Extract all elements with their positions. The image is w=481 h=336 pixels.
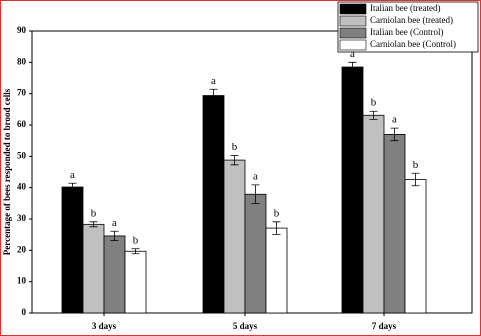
significance-letter: b xyxy=(371,97,377,109)
significance-letter: b xyxy=(91,207,97,219)
legend-swatch xyxy=(339,39,367,51)
legend-swatch xyxy=(339,3,367,15)
bar xyxy=(383,133,406,314)
significance-letter: a xyxy=(392,114,397,126)
x-tick-label: 5 days xyxy=(233,321,258,331)
error-bar xyxy=(390,127,399,142)
significance-letter: b xyxy=(133,234,139,246)
bar xyxy=(124,250,147,314)
error-bar xyxy=(272,221,281,235)
bar xyxy=(202,95,225,314)
error-bar xyxy=(230,154,239,166)
error-bar xyxy=(251,184,260,205)
bar xyxy=(404,179,427,314)
significance-letter: b xyxy=(274,207,280,219)
bar xyxy=(103,235,126,314)
y-tick-label: 90 xyxy=(17,25,27,35)
y-tick-label: 20 xyxy=(17,244,27,254)
bar xyxy=(244,193,267,314)
y-tick-label: 40 xyxy=(17,182,27,192)
significance-letter: a xyxy=(70,169,75,181)
x-tick-label: 3 days xyxy=(92,321,117,331)
legend-label: Carniolan bee (Control) xyxy=(370,39,456,49)
bar xyxy=(82,223,105,314)
error-bar xyxy=(369,110,378,120)
significance-letter: b xyxy=(413,159,419,171)
error-bar xyxy=(348,61,357,73)
bar xyxy=(265,227,288,314)
legend-label: Italian bee (Control) xyxy=(370,27,443,37)
error-bar xyxy=(89,221,98,228)
significance-letter: b xyxy=(232,141,238,153)
error-bar xyxy=(209,88,218,103)
error-bar xyxy=(68,182,77,192)
y-tick-label: 50 xyxy=(17,150,27,160)
significance-letter: a xyxy=(253,170,258,182)
y-tick-label: 60 xyxy=(17,119,27,129)
significance-letter: a xyxy=(211,75,216,87)
error-bar xyxy=(131,248,140,255)
bar xyxy=(61,186,84,314)
legend-swatch xyxy=(339,15,367,27)
legend-label: Italian bee (treated) xyxy=(370,3,440,13)
y-axis-label: Percentage of bees responded to brood ce… xyxy=(2,88,12,255)
significance-letter: a xyxy=(350,48,355,60)
y-tick-label: 80 xyxy=(17,56,27,66)
bar xyxy=(341,66,364,314)
legend-swatch xyxy=(339,27,367,39)
significance-letter: a xyxy=(112,217,117,229)
y-tick-label: 10 xyxy=(17,276,27,286)
error-bar xyxy=(411,172,420,187)
y-tick-label: 30 xyxy=(17,213,27,223)
y-tick-label: 0 xyxy=(22,307,27,317)
bar xyxy=(223,159,246,314)
y-tick-label: 70 xyxy=(17,88,27,98)
x-tick-label: 7 days xyxy=(372,321,397,331)
error-bar xyxy=(110,230,119,242)
legend-label: Carniolan bee (treated) xyxy=(370,15,453,25)
bar xyxy=(362,114,385,314)
